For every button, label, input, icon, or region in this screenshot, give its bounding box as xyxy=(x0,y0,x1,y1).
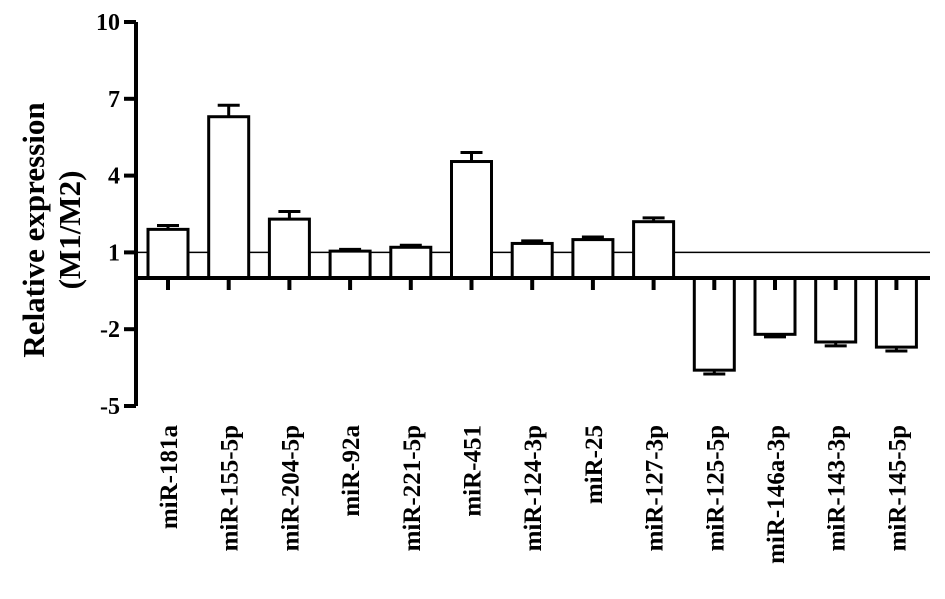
x-tick-label: miR-125-5p xyxy=(702,425,729,551)
bar xyxy=(632,220,676,280)
y-tick-label: 4 xyxy=(108,164,120,190)
x-tick-label: miR-92a xyxy=(338,425,365,517)
bar xyxy=(389,245,433,280)
x-axis xyxy=(136,276,930,290)
x-tick-label: miR-25 xyxy=(581,425,608,504)
x-tick-label: miR-221-5p xyxy=(399,425,426,551)
bar xyxy=(207,115,251,280)
x-tick-label: miR-204-5p xyxy=(277,425,304,551)
x-tick-label: miR-143-3p xyxy=(824,425,851,551)
x-tick-label: miR-124-3p xyxy=(520,425,547,551)
x-tick-label: miR-181a xyxy=(156,425,183,530)
bar xyxy=(146,227,190,280)
x-tick-label: miR-127-3p xyxy=(642,425,669,551)
y-axis-label-line-1: Relative expression xyxy=(16,102,51,357)
y-axis-label: Relative expression (M1/M2) xyxy=(16,102,87,357)
y-tick-label: -2 xyxy=(100,317,120,343)
bar xyxy=(692,276,736,372)
x-tick-label: miR-146a-3p xyxy=(763,425,790,564)
bar xyxy=(571,238,615,280)
bar xyxy=(450,160,493,280)
y-tick-label: 7 xyxy=(108,87,120,113)
y-tick-label: -5 xyxy=(100,394,120,420)
x-tick-label: miR-155-5p xyxy=(217,425,244,551)
y-axis: 10 7 4 1 -2 -5 xyxy=(96,10,138,420)
x-tick-label: miR-451 xyxy=(460,425,487,517)
y-axis-label-line-2: (M1/M2) xyxy=(52,171,87,290)
bar xyxy=(328,249,372,280)
bar xyxy=(267,217,311,280)
bar xyxy=(510,241,554,280)
y-tick-label: 1 xyxy=(108,240,120,266)
x-tick-labels: miR-181a miR-155-5p miR-204-5p miR-92a miR-2… xyxy=(156,425,911,564)
bars-group xyxy=(146,103,918,376)
x-tick-label: miR-145-5p xyxy=(884,425,911,551)
y-tick-label: 10 xyxy=(96,10,120,36)
